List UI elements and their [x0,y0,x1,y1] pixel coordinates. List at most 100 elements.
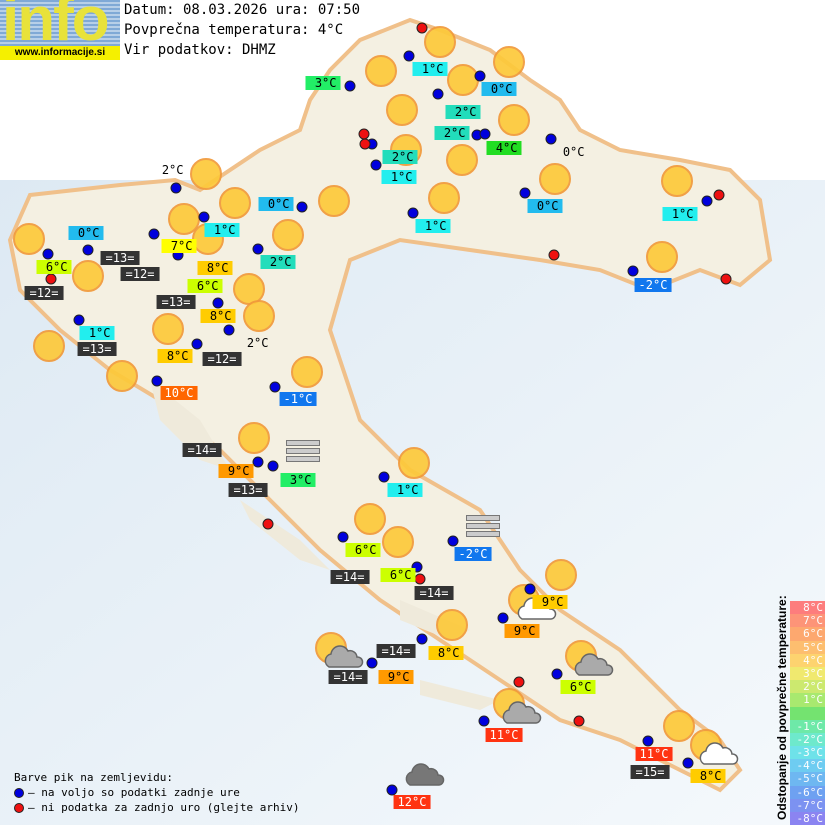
station-temperature[interactable]: 2°C [445,105,481,119]
station-dot-available[interactable] [545,133,557,145]
station-dot-available[interactable] [378,471,390,483]
station-temperature[interactable]: 1°C [79,326,115,340]
station-dot-available[interactable] [252,243,264,255]
station-dot-available[interactable] [212,297,224,309]
station-dot-available[interactable] [551,668,563,680]
station-dot-missing[interactable] [45,273,57,285]
station-temperature[interactable]: 1°C [381,170,417,184]
station-dot-available[interactable] [642,735,654,747]
station-temperature[interactable]: 2°C [434,126,470,140]
station-dot-available[interactable] [478,715,490,727]
station-dot-available[interactable] [191,338,203,350]
station-dot-missing[interactable] [262,518,274,530]
station-dot-available[interactable] [432,88,444,100]
station-temperature[interactable]: 0°C [68,226,104,240]
station-temperature[interactable]: 8°C [200,309,236,323]
station-dot-available[interactable] [497,612,509,624]
station-dot-available[interactable] [627,265,639,277]
station-temperature[interactable]: 9°C [504,624,540,638]
station-dot-available[interactable] [519,187,531,199]
station-dot-available[interactable] [82,244,94,256]
station-dot-available[interactable] [524,583,536,595]
station-temperature[interactable]: 6°C [380,568,416,582]
station-temperature[interactable]: 6°C [345,543,381,557]
sea-temperature[interactable]: =14= [376,644,416,658]
station-dot-available[interactable] [344,80,356,92]
station-temperature[interactable]: 3°C [280,473,316,487]
station-dot-missing[interactable] [573,715,585,727]
sea-temperature[interactable]: =13= [77,342,117,356]
sea-temperature[interactable]: =13= [228,483,268,497]
station-temperature[interactable]: 11°C [485,728,523,742]
station-dot-available[interactable] [337,531,349,543]
station-temperature[interactable]: 6°C [560,680,596,694]
sea-temperature[interactable]: =14= [414,586,454,600]
station-temperature[interactable]: 8°C [197,261,233,275]
station-temperature[interactable]: 6°C [36,260,72,274]
station-temperature[interactable]: 1°C [662,207,698,221]
logo[interactable]: info www.informacije.si [0,0,120,60]
logo-url[interactable]: www.informacije.si [0,46,120,60]
station-temperature[interactable]: 10°C [160,386,198,400]
station-dot-available[interactable] [407,207,419,219]
station-temperature[interactable]: -2°C [634,278,672,292]
station-dot-available[interactable] [366,657,378,669]
station-dot-available[interactable] [682,757,694,769]
station-dot-available[interactable] [252,456,264,468]
station-dot-missing[interactable] [414,573,426,585]
station-dot-available[interactable] [269,381,281,393]
station-dot-available[interactable] [198,211,210,223]
station-temperature[interactable]: -1°C [279,392,317,406]
station-dot-available[interactable] [474,70,486,82]
station-dot-available[interactable] [447,535,459,547]
station-dot-missing[interactable] [416,22,428,34]
station-temperature[interactable]: 0°C [562,145,585,159]
sea-temperature[interactable]: =12= [120,267,160,281]
station-temperature[interactable]: 2°C [246,336,269,350]
station-dot-available[interactable] [411,561,423,573]
station-temperature[interactable]: 12°C [393,795,431,809]
station-dot-available[interactable] [403,50,415,62]
station-dot-missing[interactable] [548,249,560,261]
station-dot-available[interactable] [223,324,235,336]
station-dot-missing[interactable] [720,273,732,285]
station-temperature[interactable]: 0°C [258,197,294,211]
sea-temperature[interactable]: =14= [330,570,370,584]
sea-temperature[interactable]: =13= [100,251,140,265]
station-dot-available[interactable] [170,182,182,194]
station-dot-available[interactable] [416,633,428,645]
station-dot-available[interactable] [267,460,279,472]
sea-temperature[interactable]: =15= [630,765,670,779]
station-dot-available[interactable] [73,314,85,326]
station-temperature[interactable]: 9°C [218,464,254,478]
station-temperature[interactable]: 0°C [481,82,517,96]
station-dot-available[interactable] [42,248,54,260]
station-temperature[interactable]: 9°C [532,595,568,609]
station-temperature[interactable]: 7°C [161,239,197,253]
station-dot-available[interactable] [386,784,398,796]
station-temperature[interactable]: 2°C [260,255,296,269]
station-temperature[interactable]: 9°C [378,670,414,684]
station-temperature[interactable]: 8°C [690,769,726,783]
station-dot-missing[interactable] [713,189,725,201]
station-temperature[interactable]: 2°C [382,150,418,164]
sea-temperature[interactable]: =14= [182,443,222,457]
station-temperature[interactable]: 3°C [305,76,341,90]
station-temperature[interactable]: 1°C [204,223,240,237]
station-dot-missing[interactable] [513,676,525,688]
station-temperature[interactable]: 2°C [161,163,184,177]
station-dot-available[interactable] [151,375,163,387]
station-temperature[interactable]: 1°C [415,219,451,233]
sea-temperature[interactable]: =12= [24,286,64,300]
station-temperature[interactable]: 6°C [187,279,223,293]
station-dot-available[interactable] [479,128,491,140]
station-dot-missing[interactable] [359,138,371,150]
station-temperature[interactable]: 8°C [157,349,193,363]
station-temperature[interactable]: 1°C [387,483,423,497]
sea-temperature[interactable]: =14= [328,670,368,684]
sea-temperature[interactable]: =13= [156,295,196,309]
station-dot-available[interactable] [296,201,308,213]
station-temperature[interactable]: 0°C [527,199,563,213]
sea-temperature[interactable]: =12= [202,352,242,366]
station-dot-available[interactable] [148,228,160,240]
